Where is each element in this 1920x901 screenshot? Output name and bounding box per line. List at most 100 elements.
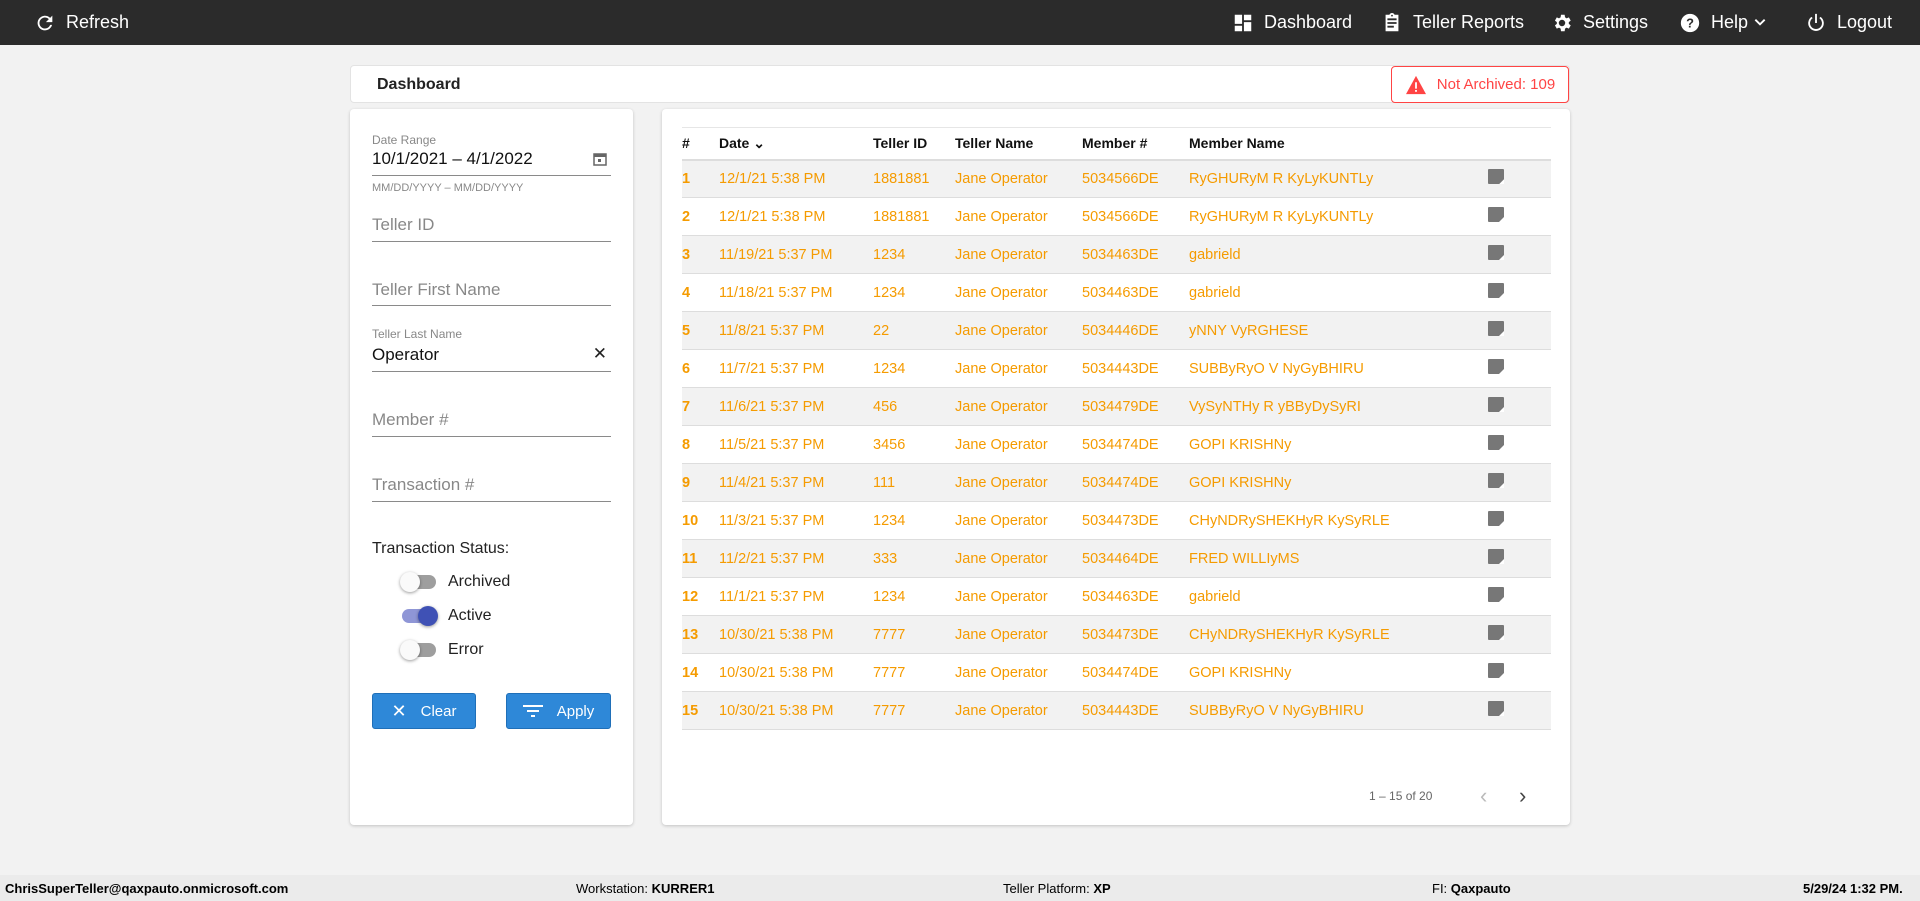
row-member-name: SUBByRyO V NyGyBHIRU <box>1189 349 1488 388</box>
note-icon[interactable] <box>1488 397 1504 412</box>
table-row[interactable]: 11 11/2/21 5:37 PM 333 Jane Operator 5034464… <box>682 539 1551 578</box>
member-number-input[interactable]: Member # <box>372 410 611 437</box>
page-header: Dashboard <box>350 65 1570 103</box>
help-icon: ? <box>1680 13 1700 32</box>
table-row[interactable]: 9 11/4/21 5:37 PM 111 Jane Operator 5034474D… <box>682 463 1551 502</box>
note-icon[interactable] <box>1488 511 1504 526</box>
prev-page-button[interactable]: ‹ <box>1480 783 1488 808</box>
note-icon[interactable] <box>1488 587 1504 602</box>
power-icon <box>1808 13 1824 31</box>
footer-datetime: 5/29/24 1:32 PM. <box>1803 881 1903 896</box>
apply-button[interactable]: Apply <box>506 693 611 729</box>
row-member-number: 5034474DE <box>1082 425 1189 464</box>
table-row[interactable]: 2 12/1/21 5:38 PM 1881881 Jane Operator 5034… <box>682 197 1551 236</box>
toggle-archived-label: Archived <box>448 573 511 590</box>
note-icon[interactable] <box>1488 245 1504 260</box>
transaction-number-input[interactable]: Transaction # <box>372 475 611 502</box>
note-icon[interactable] <box>1488 435 1504 450</box>
row-actions <box>1488 197 1551 236</box>
gear-icon <box>1554 14 1571 31</box>
row-actions <box>1488 539 1551 578</box>
row-date: 10/30/21 5:38 PM <box>719 615 873 654</box>
row-index: 6 <box>682 349 719 388</box>
teller-id-input[interactable]: Teller ID <box>372 215 611 242</box>
table-row[interactable]: 12 11/1/21 5:37 PM 1234 Jane Operator 503446… <box>682 577 1551 616</box>
footer-user: ChrisSuperTeller@qaxpauto.onmicrosoft.co… <box>5 881 289 896</box>
calendar-icon[interactable] <box>593 152 607 166</box>
row-member-number: 5034473DE <box>1082 615 1189 654</box>
next-page-button[interactable]: › <box>1519 783 1527 808</box>
col-date[interactable]: Date ⌄ <box>719 127 873 161</box>
note-icon[interactable] <box>1488 701 1504 716</box>
nav-logout[interactable]: Logout <box>1805 0 1892 45</box>
nav-dashboard[interactable]: Dashboard <box>1232 0 1352 45</box>
table-row[interactable]: 8 11/5/21 5:37 PM 3456 Jane Operator 5034474… <box>682 425 1551 464</box>
table-row[interactable]: 4 11/18/21 5:37 PM 1234 Jane Operator 503446… <box>682 273 1551 312</box>
nav-teller-reports-label: Teller Reports <box>1413 12 1525 32</box>
footer-fi: FI: Qaxpauto <box>1432 881 1511 896</box>
note-icon[interactable] <box>1488 549 1504 564</box>
table-row[interactable]: 3 11/19/21 5:37 PM 1234 Jane Operator 503446… <box>682 235 1551 274</box>
transaction-status-label: Transaction Status: <box>372 540 510 557</box>
clear-button[interactable]: ✕ Clear <box>372 693 476 729</box>
row-member-name: yNNY VyRGHESE <box>1189 311 1488 350</box>
row-date: 11/6/21 5:37 PM <box>719 387 873 426</box>
table-row[interactable]: 14 10/30/21 5:38 PM 7777 Jane Operator 50344… <box>682 653 1551 692</box>
toggle-archived[interactable]: Archived <box>400 572 511 592</box>
nav-teller-reports[interactable]: Teller Reports <box>1381 0 1524 45</box>
chevron-down-icon <box>1754 18 1766 26</box>
row-date: 11/7/21 5:37 PM <box>719 349 873 388</box>
col-actions <box>1488 127 1551 161</box>
table-row[interactable]: 13 10/30/21 5:38 PM 7777 Jane Operator 50344… <box>682 615 1551 654</box>
row-member-number: 5034479DE <box>1082 387 1189 426</box>
clipboard-icon <box>1385 12 1399 31</box>
row-index: 11 <box>682 539 719 578</box>
table-row[interactable]: 7 11/6/21 5:37 PM 456 Jane Operator 5034479D… <box>682 387 1551 426</box>
row-member-number: 5034566DE <box>1082 159 1189 198</box>
nav-help[interactable]: ? Help <box>1679 0 1768 45</box>
note-icon[interactable] <box>1488 663 1504 678</box>
table-row[interactable]: 5 11/8/21 5:37 PM 22 Jane Operator 5034446DE… <box>682 311 1551 350</box>
row-teller-id: 111 <box>873 463 955 502</box>
dashboard-icon <box>1234 14 1252 31</box>
row-member-name: gabrield <box>1189 273 1488 312</box>
date-range-input[interactable]: 10/1/2021 – 4/1/2022 <box>372 149 611 176</box>
teller-last-name-input[interactable]: Operator ✕ <box>372 344 611 372</box>
teller-first-name-input[interactable]: Teller First Name <box>372 280 611 306</box>
row-teller-id: 1234 <box>873 349 955 388</box>
table-row[interactable]: 10 11/3/21 5:37 PM 1234 Jane Operator 503447… <box>682 501 1551 540</box>
col-member-number[interactable]: Member # <box>1082 127 1189 161</box>
clear-field-icon[interactable]: ✕ <box>592 344 607 363</box>
col-teller-id[interactable]: Teller ID <box>873 127 955 161</box>
note-icon[interactable] <box>1488 169 1504 185</box>
sort-desc-icon[interactable]: ⌄ <box>753 134 765 151</box>
table-row[interactable]: 15 10/30/21 5:38 PM 7777 Jane Operator 50344… <box>682 691 1551 730</box>
row-member-name: CHyNDRySHEKHyR KySyRLE <box>1189 615 1488 654</box>
refresh-button[interactable]: Refresh <box>34 0 129 45</box>
note-icon[interactable] <box>1488 283 1504 298</box>
note-icon[interactable] <box>1488 321 1504 336</box>
top-nav-bar: Refresh Dashboard Teller Reports Setting… <box>0 0 1920 45</box>
row-member-number: 5034464DE <box>1082 539 1189 578</box>
not-archived-badge[interactable]: Not Archived: 109 <box>1391 66 1569 103</box>
row-teller-name: Jane Operator <box>955 615 1082 654</box>
note-icon[interactable] <box>1488 207 1504 222</box>
row-teller-id: 1234 <box>873 577 955 616</box>
toggle-active[interactable]: Active <box>402 606 492 626</box>
note-icon[interactable] <box>1488 625 1504 640</box>
toggle-error[interactable]: Error <box>400 640 484 660</box>
row-teller-id: 333 <box>873 539 955 578</box>
table-row[interactable]: 1 12/1/21 5:38 PM 1881881 Jane Operator 5034… <box>682 159 1551 198</box>
note-icon[interactable] <box>1488 473 1504 488</box>
nav-settings[interactable]: Settings <box>1551 0 1648 45</box>
nav-dashboard-label: Dashboard <box>1264 12 1353 32</box>
col-member-name[interactable]: Member Name <box>1189 127 1488 161</box>
row-index: 2 <box>682 197 719 236</box>
row-index: 5 <box>682 311 719 350</box>
table-row[interactable]: 6 11/7/21 5:37 PM 1234 Jane Operator 5034443… <box>682 349 1551 388</box>
row-actions <box>1488 235 1551 274</box>
note-icon[interactable] <box>1488 359 1504 374</box>
col-index: # <box>682 127 719 161</box>
col-teller-name[interactable]: Teller Name <box>955 127 1082 161</box>
row-member-number: 5034443DE <box>1082 691 1189 730</box>
